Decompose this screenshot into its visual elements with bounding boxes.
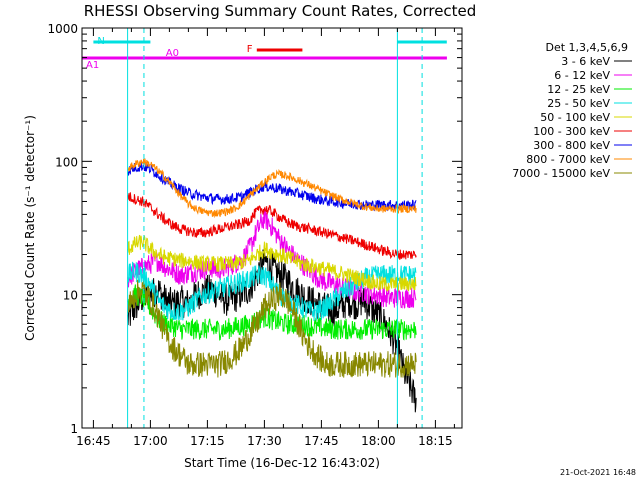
series-line-2 — [127, 284, 417, 341]
x-axis-ticks: 16:45 17:00 17:15 17:30 17:45 18:00 18:15 — [76, 28, 455, 448]
x-tick-label-3: 17:30 — [247, 434, 282, 448]
series-line-0 — [127, 245, 417, 413]
x-tick-label-5: 18:00 — [361, 434, 396, 448]
legend-label-2: 12 - 25 keV — [547, 83, 610, 96]
series-group — [127, 158, 417, 413]
y-tick-label-1: 10 — [63, 289, 78, 303]
series-line-8 — [127, 279, 417, 378]
y-axis-label: Corrected Count Rate (s⁻¹ detector⁻¹) — [23, 115, 37, 341]
y-axis-ticks: 1 10 100 1000 — [47, 22, 462, 436]
timestamp-stamp: 21-Oct-2021 16:48 — [560, 468, 636, 477]
plot-frame — [81, 27, 463, 429]
legend-label-8: 7000 - 15000 keV — [512, 167, 610, 180]
series-line-7 — [127, 158, 417, 219]
flag-label-2: F — [247, 44, 253, 55]
legend-label-7: 800 - 7000 keV — [526, 153, 610, 166]
legend-title: Det 1,3,4,5,6,9 — [545, 41, 628, 54]
x-tick-label-2: 17:15 — [190, 434, 225, 448]
legend-label-6: 300 - 800 keV — [533, 139, 610, 152]
series-line-1 — [127, 207, 417, 309]
legend-label-0: 3 - 6 keV — [561, 55, 610, 68]
series-line-5 — [127, 192, 417, 260]
y-tick-label-0: 1 — [70, 422, 78, 436]
series-line-6 — [127, 162, 417, 212]
x-tick-label-0: 16:45 — [76, 434, 111, 448]
x-tick-label-1: 17:00 — [133, 434, 168, 448]
x-tick-label-4: 17:45 — [304, 434, 339, 448]
x-tick-label-6: 18:15 — [418, 434, 453, 448]
chart-title: RHESSI Observing Summary Count Rates, Co… — [84, 2, 477, 20]
legend-label-5: 100 - 300 keV — [533, 125, 610, 138]
vertical-markers — [127, 28, 423, 428]
flag-bars: N F A1 A0 — [82, 36, 447, 71]
y-tick-label-2: 100 — [55, 155, 78, 169]
x-axis-label: Start Time (16-Dec-12 16:43:02) — [184, 456, 380, 470]
legend-label-1: 6 - 12 keV — [554, 69, 610, 82]
flag-label-4: A0 — [166, 48, 179, 59]
flag-label-3: A1 — [86, 60, 99, 71]
legend-label-3: 25 - 50 keV — [547, 97, 610, 110]
flag-label-0: N — [97, 36, 104, 47]
y-tick-label-3: 1000 — [47, 22, 78, 36]
series-line-4 — [127, 234, 417, 292]
legend-label-4: 50 - 100 keV — [540, 111, 610, 124]
